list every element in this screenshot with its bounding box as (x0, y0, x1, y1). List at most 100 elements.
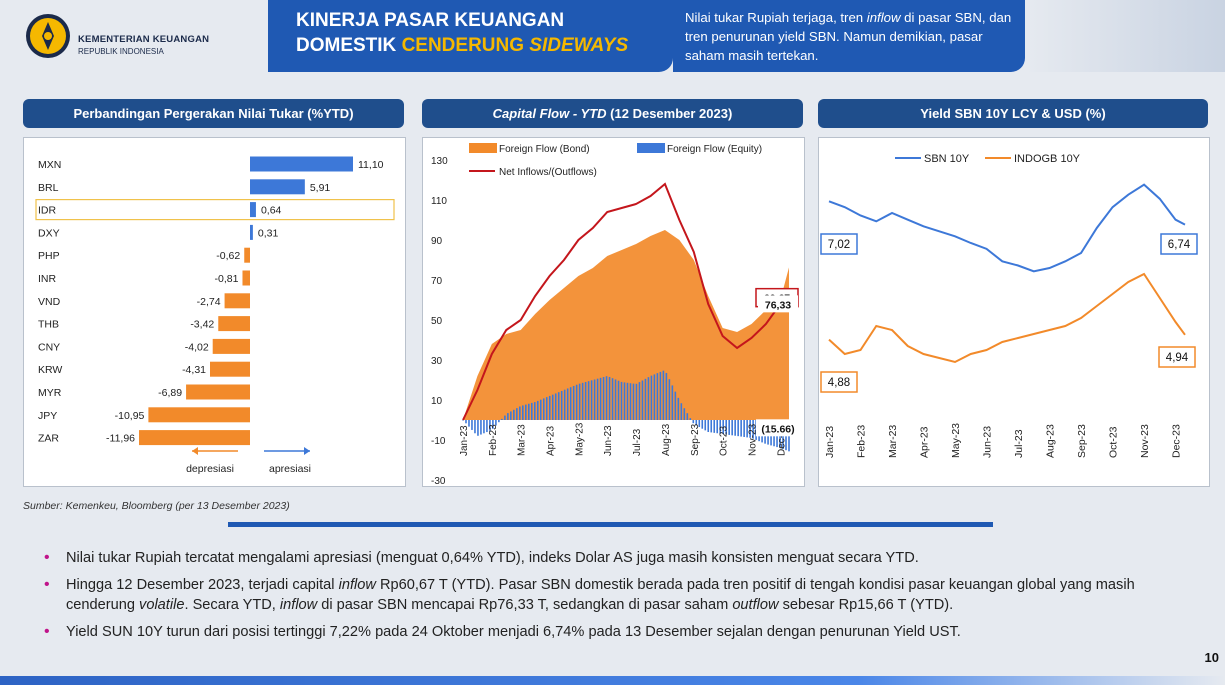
x-tick-label: Apr-23 (919, 426, 931, 458)
equity-flow-bar (674, 391, 677, 420)
value-label: -4,31 (182, 364, 206, 376)
equity-flow-bar (611, 378, 614, 420)
category-label: INR (38, 273, 57, 285)
legend-appreciation: apresiasi (269, 463, 311, 475)
equity-flow-bar (686, 413, 689, 420)
value-label: -11,96 (106, 433, 135, 445)
equity-flow-bar (471, 420, 473, 430)
y-tick-label: 50 (431, 316, 443, 327)
x-tick-label: Jun-23 (982, 426, 994, 458)
category-label: PHP (38, 250, 60, 262)
flow-title-plain: (12 Desember 2023) (606, 106, 733, 121)
value-label: -0,62 (216, 250, 240, 262)
category-label: IDR (38, 205, 57, 217)
equity-flow-bar (638, 382, 641, 420)
equity-flow-bar (578, 383, 581, 420)
equity-flow-bar (683, 408, 686, 420)
equity-flow-bar (510, 411, 512, 420)
divider-bar (228, 522, 993, 527)
flow-chart-panel: 130 110 90 70 50 30 10 -10 -30 Jan-23 Feb-23 Mar-23… (422, 137, 805, 487)
value-label: -4,02 (185, 341, 209, 353)
x-tick-label: Dec-23 (1171, 424, 1183, 458)
y-tick-label: 10 (431, 396, 443, 407)
equity-flow-bar (519, 406, 521, 420)
equity-flow-bar (617, 380, 620, 420)
equity-flow-bar (545, 397, 548, 420)
annotation-indogb-end-box (1158, 346, 1196, 368)
bar-myr (186, 384, 250, 400)
equity-flow-bar (575, 384, 578, 420)
arrow-head-left-icon (192, 447, 198, 455)
equity-flow-bar (551, 394, 554, 420)
equity-flow-bar (746, 420, 748, 438)
equity-flow-bar (527, 403, 530, 420)
title-highlight-italic: SIDEWAYS (529, 35, 629, 56)
decorative-stripe (1025, 0, 1225, 72)
equity-flow-bar (486, 420, 488, 433)
value-label: -2,74 (197, 296, 221, 308)
equity-flow-bar (626, 382, 629, 420)
equity-flow-bar (569, 387, 572, 420)
annotation-box-equity (756, 419, 800, 437)
yield-line-chart: SBN 10Y INDOGB 10Y 7,02 6,74 4,88 4,94 Jan-23 F… (820, 153, 1198, 458)
value-label: 11,10 (358, 159, 384, 171)
annotation-equity: (15.66) (761, 423, 794, 435)
summary-banner: Nilai tukar Rupiah terjaga, tren inflow … (673, 0, 1025, 72)
summary-text: Nilai tukar Rupiah terjaga, tren inflow … (685, 8, 1020, 65)
equity-flow-bar (743, 420, 745, 437)
bullet-item-1: • Nilai tukar Rupiah tercatat mengalami a… (40, 548, 1190, 568)
value-label: -10,95 (115, 410, 145, 422)
equity-flow-bar (477, 420, 479, 436)
bullet-italic: inflow (338, 577, 376, 593)
equity-flow-bar (468, 420, 470, 427)
y-tick-label: -30 (431, 476, 446, 486)
category-label: CNY (38, 341, 60, 353)
page-title-line2: DOMESTIK CENDERUNG SIDEWAYS (296, 35, 628, 57)
x-tick-label: Sep-23 (1076, 424, 1088, 458)
equity-flow-bar (492, 420, 494, 429)
x-tick-label: May-23 (574, 422, 585, 456)
summary-part: Nilai tukar Rupiah terjaga, tren (685, 10, 867, 25)
yield-chart-title: Yield SBN 10Y LCY & USD (%) (818, 99, 1208, 128)
equity-flow-bar (650, 375, 653, 420)
title-banner: KINERJA PASAR KEUANGAN DOMESTIK CENDERUN… (268, 0, 673, 72)
equity-flow-bar (719, 420, 722, 434)
annotation-indogb-end: 4,94 (1166, 352, 1189, 364)
annotation-bond: 76,33 (765, 299, 791, 311)
y-tick-label: -10 (431, 436, 446, 447)
equity-flow-bar (605, 376, 608, 420)
page-number: 10 (1204, 650, 1219, 665)
value-label: -6,89 (158, 387, 182, 399)
value-label: -0,81 (215, 273, 239, 285)
equity-flow-bar (680, 403, 683, 420)
x-tick-label: Jun-23 (603, 425, 614, 456)
equity-flow-bar (737, 420, 739, 437)
equity-flow-bar (659, 371, 662, 420)
ministry-subtitle: REPUBLIK INDONESIA (78, 47, 164, 56)
equity-flow-bar (516, 408, 518, 420)
legend-bond: Foreign Flow (Bond) (499, 144, 590, 155)
annotation-box-bond (758, 295, 798, 313)
bullet-item-2: • Hingga 12 Desember 2023, terjadi capita… (40, 575, 1190, 615)
equity-flow-bar (593, 379, 596, 420)
legend-sbn: SBN 10Y (924, 153, 970, 165)
sbn-10y-line (828, 183, 1186, 273)
y-tick-label: 30 (431, 356, 443, 367)
bullet-text: Rp60,67 T (YTD). Pasar SBN domestik bera… (66, 577, 1135, 613)
equity-flow-bar (525, 404, 527, 420)
value-label: 5,91 (310, 182, 331, 194)
category-label: MYR (38, 387, 62, 399)
bullet-list: • Nilai tukar Rupiah tercatat mengalami a… (40, 548, 1190, 649)
x-tick-label: Dec-23 (776, 423, 787, 456)
equity-flow-bar (689, 418, 692, 420)
x-tick-label: Nov-23 (747, 423, 758, 456)
flow-chart-title: Capital Flow - YTD (12 Desember 2023) (422, 99, 803, 128)
equity-flow-bar (695, 420, 698, 426)
equity-flow-bar (665, 372, 668, 420)
value-label: 0,64 (261, 205, 282, 217)
equity-flow-bar (623, 382, 626, 420)
x-tick-label: Oct-23 (719, 426, 730, 456)
equity-flow-bar (722, 420, 725, 435)
bullet-italic: outflow (732, 597, 779, 613)
